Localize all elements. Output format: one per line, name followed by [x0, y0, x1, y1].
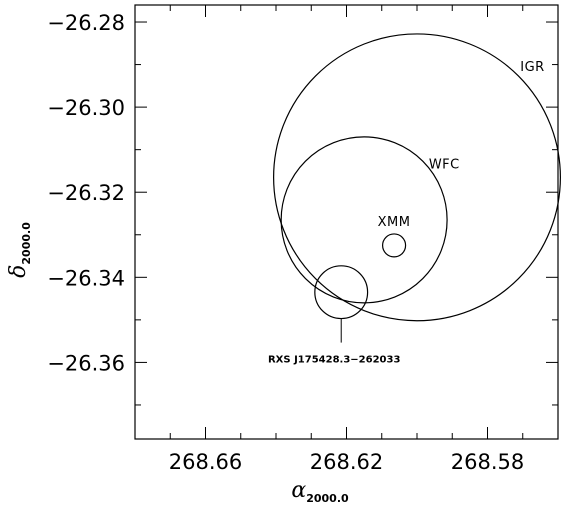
- plot-frame: [134, 4, 559, 440]
- y-axis-subscript: 2000.0: [20, 222, 33, 265]
- y-tick-label: −26.36: [47, 351, 125, 375]
- x-tick-label: 268.66: [169, 450, 242, 474]
- y-tick-label: −26.30: [47, 96, 125, 120]
- y-axis-label: δ2000.0: [6, 222, 33, 278]
- x-tick-label: 268.62: [310, 450, 383, 474]
- rxs-label: RXS J175428.3−262033: [268, 355, 400, 366]
- y-tick-label: −26.34: [47, 266, 125, 290]
- rxs-error-circle: [314, 265, 369, 320]
- igr-label: IGR: [520, 60, 544, 75]
- y-axis-symbol: δ: [6, 265, 31, 278]
- igr-error-circle: [273, 33, 561, 322]
- axes: 268.66 268.62 268.58 −26.28 −26.30 −26.32 −26.…: [47, 4, 559, 474]
- x-axis-symbol: α: [291, 478, 306, 503]
- wfc-label: WFC: [429, 157, 460, 172]
- y-tick-label: −26.32: [47, 181, 125, 205]
- xmm-label: XMM: [378, 215, 411, 230]
- axis-labels: α2000.0 δ2000.0: [6, 222, 349, 505]
- y-tick-label: −26.28: [47, 11, 125, 35]
- xmm-error-circle: [381, 233, 407, 258]
- wfc-error-circle: [280, 136, 448, 304]
- x-axis-subscript: 2000.0: [306, 492, 349, 505]
- x-tick-label: 268.58: [451, 450, 524, 474]
- error-regions: IGR WFC XMM RXS J175428.3−262033: [268, 33, 561, 366]
- x-axis-label: α2000.0: [291, 478, 349, 505]
